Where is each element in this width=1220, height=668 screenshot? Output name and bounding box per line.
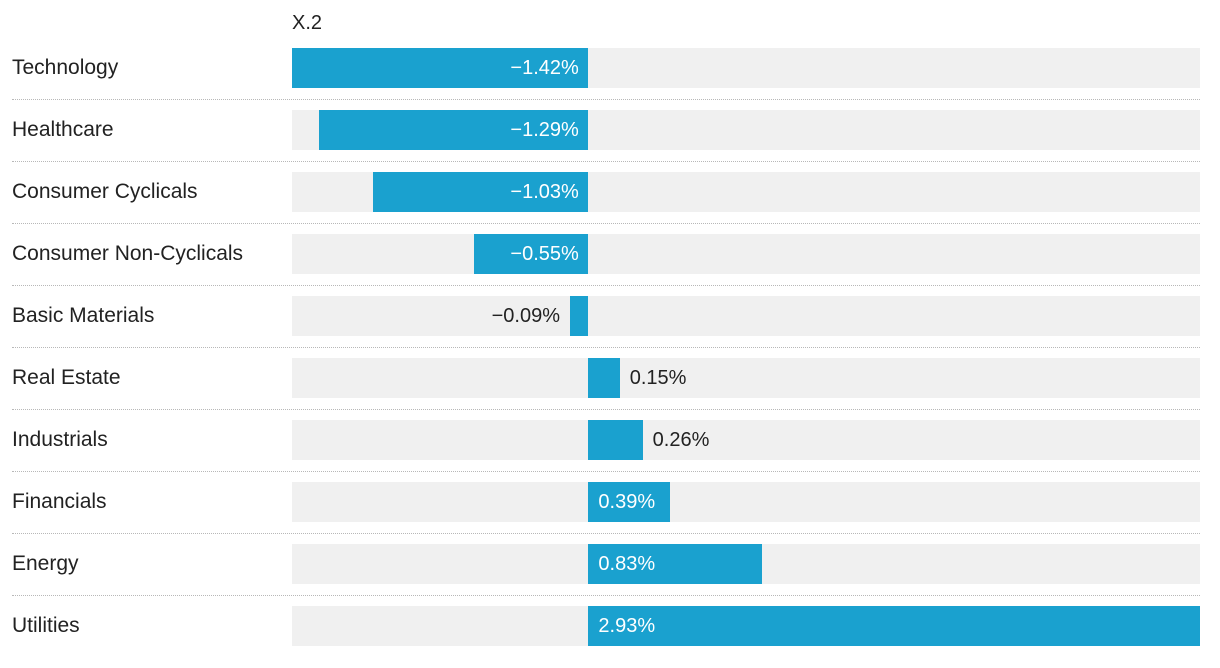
bar	[292, 48, 589, 88]
category-label: Consumer Non-Cyclicals	[12, 242, 244, 265]
category-label: Financials	[12, 490, 107, 513]
row-separator	[12, 595, 1200, 596]
bar	[319, 110, 589, 150]
category-label: Energy	[12, 552, 79, 575]
bar-track: 0.26%	[292, 420, 1200, 460]
bar-track: −0.55%	[292, 234, 1200, 274]
value-label: 2.93%	[598, 615, 656, 637]
chart-row: Healthcare −1.29%	[0, 110, 1220, 172]
column-header: X.2	[292, 12, 323, 34]
category-label: Consumer Cyclicals	[12, 180, 198, 203]
bar-track: 0.39%	[292, 482, 1200, 522]
category-label: Technology	[12, 56, 119, 79]
value-label: 0.83%	[598, 553, 656, 575]
value-label: 0.39%	[598, 491, 656, 513]
row-separator	[12, 533, 1200, 534]
chart-row: Industrials 0.26%	[0, 420, 1220, 482]
value-label: 0.26%	[652, 429, 710, 451]
value-label: −1.42%	[510, 57, 579, 79]
bar	[588, 482, 670, 522]
value-label: −1.03%	[510, 181, 579, 203]
row-separator	[12, 347, 1200, 348]
category-label: Basic Materials	[12, 304, 155, 327]
chart-row: Financials 0.39%	[0, 482, 1220, 544]
value-label: 0.15%	[629, 367, 687, 389]
row-separator	[12, 99, 1200, 100]
bar	[588, 420, 643, 460]
chart-row: Consumer Non-Cyclicals −0.55%	[0, 234, 1220, 296]
value-label: −0.55%	[510, 243, 579, 265]
row-separator	[12, 471, 1200, 472]
category-label: Real Estate	[12, 366, 121, 389]
bar	[588, 544, 762, 584]
bar-track: −1.29%	[292, 110, 1200, 150]
chart-row: Technology −1.42%	[0, 48, 1220, 110]
bar	[588, 606, 1200, 646]
bar-track: 0.83%	[292, 544, 1200, 584]
bar-track: −1.42%	[292, 48, 1200, 88]
bar-track: −0.09%	[292, 296, 1200, 336]
chart-row: Real Estate 0.15%	[0, 358, 1220, 420]
bar-track: 2.93%	[292, 606, 1200, 646]
bar	[569, 296, 589, 336]
chart-row: Basic Materials −0.09%	[0, 296, 1220, 358]
row-separator	[12, 223, 1200, 224]
category-label: Utilities	[12, 614, 80, 637]
bar	[473, 234, 589, 274]
category-label: Healthcare	[12, 118, 114, 141]
bar-track: −1.03%	[292, 172, 1200, 212]
chart-row: Utilities 2.93%	[0, 606, 1220, 668]
row-separator	[12, 161, 1200, 162]
category-label: Industrials	[12, 428, 108, 451]
row-separator	[12, 285, 1200, 286]
value-label: −0.09%	[491, 305, 560, 327]
value-label: −1.29%	[510, 119, 579, 141]
chart-row: Consumer Cyclicals −1.03%	[0, 172, 1220, 234]
chart-row: Energy 0.83%	[0, 544, 1220, 606]
row-separator	[12, 409, 1200, 410]
bar	[588, 358, 620, 398]
bar	[373, 172, 589, 212]
bar-track: 0.15%	[292, 358, 1200, 398]
